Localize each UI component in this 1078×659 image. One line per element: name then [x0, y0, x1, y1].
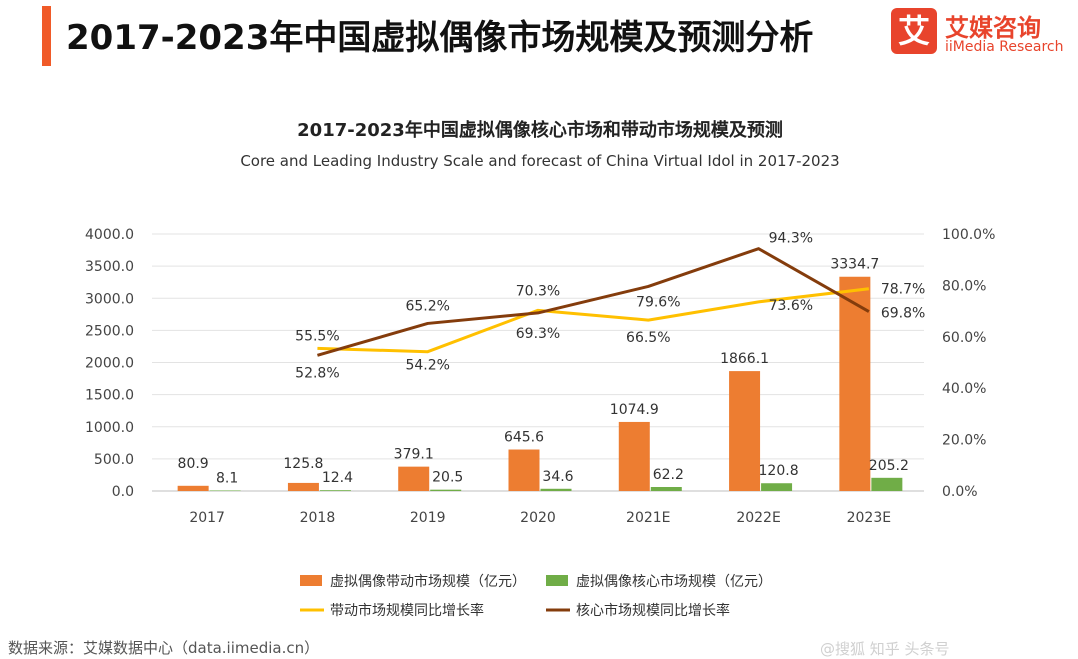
bar-data-label: 8.1 [216, 470, 238, 486]
y-right-tick-label: 100.0% [942, 227, 995, 243]
x-tick-label: 2022E [736, 510, 780, 526]
logo-name-cn: 艾媒咨询 [945, 14, 1041, 42]
bar-data-label: 12.4 [322, 470, 353, 486]
y-axis-right: 0.0% 20.0% 40.0% 60.0% 80.0% 100.0% [942, 227, 995, 500]
bar-data-label: 205.2 [869, 458, 909, 474]
bar [871, 477, 903, 491]
line-data-label: 55.5% [295, 328, 339, 344]
page-title: 2017-2023年中国虚拟偶像市场规模及预测分析 [66, 18, 814, 58]
legend-item: 带动市场规模同比增长率 [300, 602, 484, 619]
chart-title: 2017-2023年中国虚拟偶像核心市场和带动市场规模及预测 [297, 119, 783, 141]
x-tick-label: 2018 [300, 510, 336, 526]
line-series [317, 287, 870, 354]
grid-lines [152, 233, 924, 492]
line-data-label: 78.7% [881, 282, 925, 298]
y-left-tick-label: 3000.0 [85, 291, 134, 307]
legend-item: 虚拟偶像带动市场规模（亿元） [300, 573, 526, 590]
bar-data-label: 34.6 [542, 469, 573, 485]
x-tick-label: 2020 [520, 510, 556, 526]
line-data-label: 66.5% [626, 330, 670, 346]
bars: 80.9 125.8 379.1 645.6 1074.9 1866.1 3334.7 8.1… [178, 257, 909, 491]
bar [209, 490, 241, 491]
y-right-tick-label: 80.0% [942, 278, 986, 294]
header: 2017-2023年中国虚拟偶像市场规模及预测分析 艾 艾媒咨询 iiMedia… [0, 0, 1078, 70]
y-left-tick-label: 2000.0 [85, 356, 134, 372]
bar-data-label: 80.9 [178, 456, 209, 472]
x-tick-label: 2021E [626, 510, 670, 526]
logo-name-en: iiMedia Research [945, 39, 1064, 55]
bar [508, 449, 540, 491]
bar [761, 483, 793, 491]
bar-data-label: 1074.9 [610, 402, 659, 418]
y-axis-left: 0.0 500.0 1000.0 1500.0 2000.0 2500.0 3000.0 35… [85, 227, 134, 500]
bar-data-label: 125.8 [283, 456, 323, 472]
line-series [317, 247, 870, 357]
line-data-label: 65.2% [405, 298, 449, 314]
legend-item: 虚拟偶像核心市场规模（亿元） [546, 573, 772, 590]
line-data-label: 69.8% [881, 306, 925, 322]
growth-lines: 55.5% 54.2% 70.3% 66.5% 73.6% 78.7% 52.8% 65.2%… [295, 231, 925, 382]
bar [430, 489, 462, 491]
y-left-tick-label: 500.0 [94, 452, 134, 468]
y-right-tick-label: 40.0% [942, 381, 986, 397]
line-data-label: 73.6% [769, 298, 813, 314]
line-data-label: 79.6% [636, 294, 680, 310]
y-right-tick-label: 0.0% [942, 484, 978, 500]
legend-label: 虚拟偶像核心市场规模（亿元） [576, 573, 772, 590]
legend-item: 核心市场规模同比增长率 [546, 602, 730, 619]
x-tick-label: 2023E [847, 510, 891, 526]
y-left-tick-label: 3500.0 [85, 259, 134, 275]
combo-chart: 2017-2023年中国虚拟偶像核心市场和带动市场规模及预测 Core and … [85, 119, 995, 619]
bar-data-label: 645.6 [504, 430, 544, 446]
bar [650, 487, 682, 491]
y-left-tick-label: 4000.0 [85, 227, 134, 243]
watermark: @搜狐 知乎 头条号 [820, 640, 950, 658]
bar [729, 371, 761, 491]
logo-icon: 艾 [891, 8, 937, 54]
bar-data-label: 1866.1 [720, 351, 769, 367]
data-source: 数据来源：艾媒数据中心（data.iimedia.cn） [8, 639, 320, 657]
legend-label: 带动市场规模同比增长率 [330, 602, 484, 619]
bar [839, 276, 871, 491]
x-axis: 2017 2018 2019 2020 2021E 2022E 2023E [189, 510, 891, 526]
bar [287, 482, 319, 491]
y-right-tick-label: 60.0% [942, 330, 986, 346]
line-data-label: 69.3% [516, 326, 560, 342]
line-data-label: 52.8% [295, 365, 339, 381]
bar-data-label: 20.5 [432, 470, 463, 486]
x-tick-label: 2017 [189, 510, 225, 526]
bar-data-label: 62.2 [653, 467, 684, 483]
line-data-label: 54.2% [405, 358, 449, 374]
bar [177, 485, 209, 491]
y-left-tick-label: 0.0 [112, 484, 134, 500]
chart-subtitle: Core and Leading Industry Scale and fore… [240, 152, 839, 170]
bar [618, 421, 650, 491]
legend-label: 核心市场规模同比增长率 [576, 602, 730, 619]
bar-data-label: 379.1 [394, 447, 434, 463]
y-left-tick-label: 2500.0 [85, 323, 134, 339]
line-data-label: 70.3% [516, 283, 560, 299]
legend-swatch [546, 575, 568, 586]
bar [319, 490, 351, 491]
y-left-tick-label: 1500.0 [85, 388, 134, 404]
line-data-label: 94.3% [769, 231, 813, 247]
brand-logo: 艾 艾媒咨询 iiMedia Research [891, 8, 1071, 60]
bar-data-label: 3334.7 [830, 257, 879, 273]
y-right-tick-label: 20.0% [942, 433, 986, 449]
bar-data-label: 120.8 [759, 463, 799, 479]
x-tick-label: 2019 [410, 510, 446, 526]
legend-swatch [300, 575, 322, 586]
legend: 虚拟偶像带动市场规模（亿元） 虚拟偶像核心市场规模（亿元） 带动市场规模同比增长率 核… [300, 573, 772, 619]
y-left-tick-label: 1000.0 [85, 420, 134, 436]
title-accent-bar [42, 6, 51, 66]
legend-label: 虚拟偶像带动市场规模（亿元） [330, 573, 526, 590]
bar [540, 488, 572, 491]
bar [398, 466, 430, 491]
